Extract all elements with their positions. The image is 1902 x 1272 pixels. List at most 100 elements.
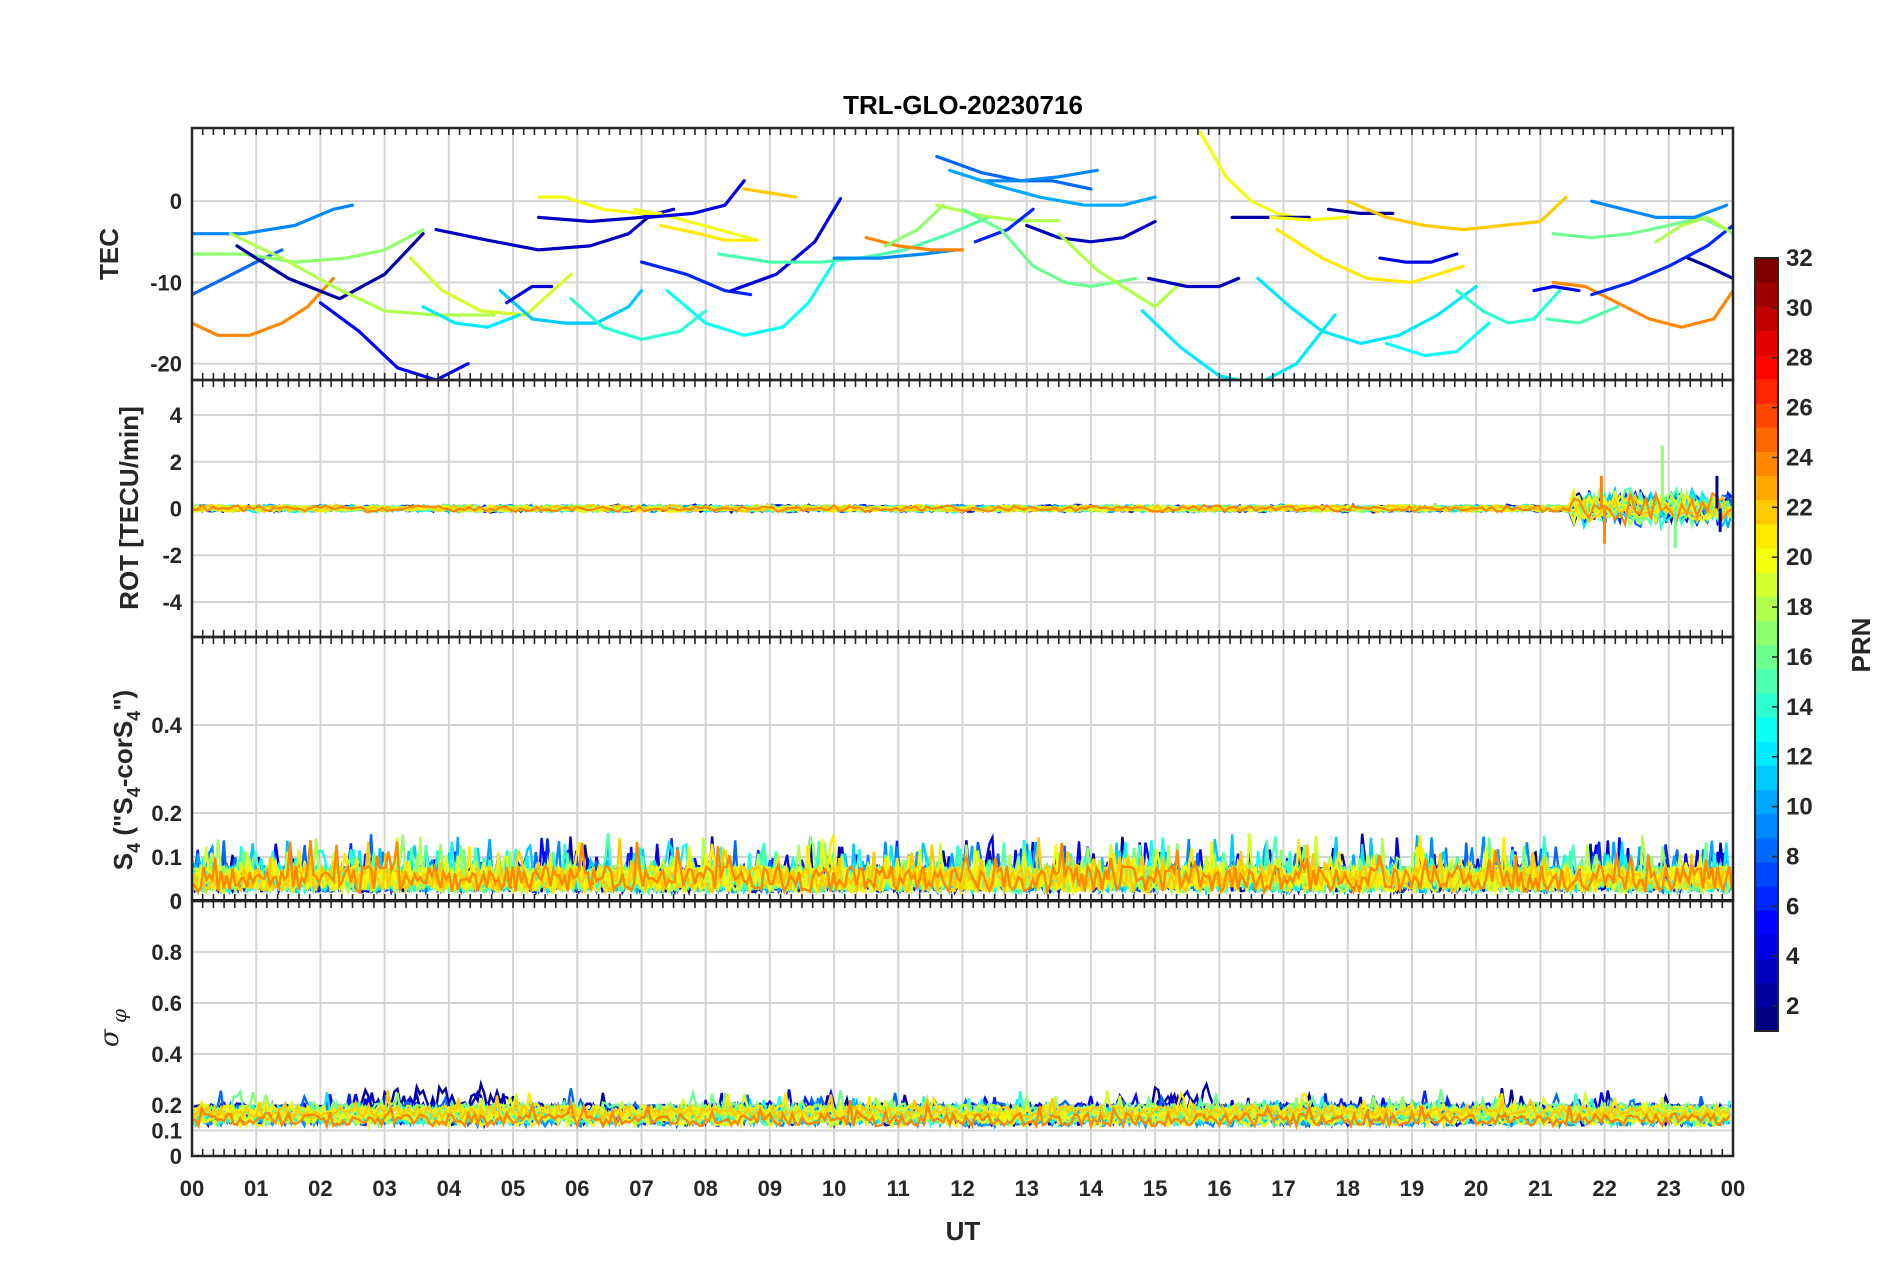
colorbar-segment — [1755, 692, 1778, 718]
colorbar-segment — [1755, 475, 1778, 501]
colorbar-segment — [1755, 282, 1778, 307]
tec-line-prn-4 — [1378, 252, 1459, 264]
colorbar-tick-label: 32 — [1786, 245, 1813, 272]
x-tick-label: 12 — [950, 1176, 974, 1201]
x-tick-label: 00 — [180, 1176, 204, 1201]
x-tick-label: 20 — [1464, 1176, 1488, 1201]
x-axis-label: UT — [946, 1216, 981, 1246]
s4-line-prn-22 — [192, 837, 1733, 897]
panels: -20-100-4-2024000.10.20.400.10.20.40.60.… — [94, 126, 1735, 1169]
panel-rot: -4 -2 0 2 4 — [162, 378, 1735, 639]
tec-line-prn-18 — [1057, 232, 1183, 309]
tec-line-prn-2 — [1686, 256, 1733, 280]
x-tick-label: 21 — [1528, 1176, 1552, 1201]
tec-line-prn-16 — [960, 207, 1138, 289]
y-tick-label: -4 — [162, 590, 182, 615]
colorbar-tick-label: 22 — [1786, 494, 1813, 521]
tec-line-prn-3 — [434, 215, 650, 252]
tec-line-prn-14 — [569, 297, 708, 341]
colorbar-segment — [1755, 861, 1778, 887]
y-tick-label: 0.4 — [151, 713, 182, 738]
panel-s4: 000.10.20.4 — [151, 635, 1735, 914]
tec-line-prn-4 — [729, 197, 843, 293]
tec-line-prn-12 — [421, 305, 522, 329]
tec-line-prn-15 — [1545, 305, 1620, 325]
colorbar-tick-label: 10 — [1786, 794, 1813, 821]
x-tick-label: 18 — [1336, 1176, 1360, 1201]
x-tick-label: 00 — [1721, 1176, 1745, 1201]
y-tick-label: -10 — [150, 270, 182, 295]
tec-line-prn-13 — [1384, 321, 1491, 358]
y-label-sigma-phi: σ φ — [95, 1009, 131, 1047]
tec-line-prn-15 — [716, 215, 990, 264]
x-tick-label: 05 — [501, 1176, 525, 1201]
y-tick-label: -2 — [162, 543, 182, 568]
colorbar-segment — [1755, 596, 1778, 621]
colorbar-segment — [1755, 499, 1778, 525]
colorbar-segment — [1755, 378, 1778, 404]
x-tick-label: 04 — [437, 1176, 462, 1201]
data-sigma_phi — [192, 1079, 1731, 1131]
data-rot — [192, 445, 1733, 549]
colorbar-segment — [1755, 523, 1778, 549]
colorbar-segment — [1755, 572, 1778, 597]
tec-line-prn-9 — [1590, 199, 1729, 219]
tec-line-prn-18 — [1654, 215, 1733, 244]
y-tick-label: 0 — [170, 889, 182, 914]
y-tick-label: 0.2 — [151, 801, 182, 826]
tec-line-prn-21 — [659, 223, 759, 242]
data-tec — [192, 130, 1733, 380]
y-tick-label: 0 — [170, 889, 182, 914]
tec-line-prn-22 — [742, 187, 798, 199]
tec-line-prn-24 — [192, 276, 335, 337]
axes-frame-sigma_phi — [190, 899, 1735, 1158]
panel-sigma_phi: 00.10.2 0.4 0.6 0.8 — [151, 899, 1735, 1169]
colorbar-tick-label: 8 — [1786, 843, 1799, 870]
x-tick-label: 17 — [1271, 1176, 1295, 1201]
tec-line-prn-4 — [505, 284, 554, 305]
colorbar-segment — [1755, 620, 1778, 646]
x-tick-label: 06 — [565, 1176, 589, 1201]
chart-title: TRL-GLO-20230716 — [843, 90, 1083, 120]
s4-line-prn-24 — [192, 840, 1733, 897]
y-tick-label: -20 — [150, 352, 182, 377]
colorbar-segment — [1755, 958, 1778, 984]
x-tick-label: 23 — [1657, 1176, 1681, 1201]
tec-line-prn-2 — [235, 232, 425, 301]
panel-tec: -20 -10 0 — [150, 126, 1735, 382]
tec-line-prn-9 — [832, 248, 958, 260]
y-tick-label: 0.8 — [151, 940, 182, 965]
colorbar-frame — [1754, 257, 1779, 1032]
y-tick-label: 4 — [170, 403, 183, 428]
colorbar-tick-label: 12 — [1786, 744, 1813, 771]
tec-line-prn-20 — [1269, 215, 1350, 222]
colorbar-segment — [1755, 837, 1778, 863]
tec-line-prn-9 — [980, 168, 1099, 183]
colorbar-tick-label: 14 — [1786, 694, 1813, 721]
tec-line-prn-24 — [864, 236, 965, 252]
colorbar-tick-label: 16 — [1786, 644, 1813, 671]
colorbar-tick-label: 26 — [1786, 395, 1813, 422]
colorbar-tick-label: 4 — [1786, 943, 1800, 970]
y-label-tec: TEC — [94, 228, 124, 280]
y-label-s4: S4 ("S4-corS4") — [108, 690, 144, 870]
x-tick-label: 02 — [308, 1176, 332, 1201]
tec-line-prn-6 — [639, 260, 753, 297]
tec-line-prn-6 — [973, 207, 1035, 244]
tec-line-prn-22 — [1346, 195, 1568, 232]
colorbar-segment — [1755, 354, 1778, 380]
tec-line-prn-6 — [1590, 223, 1733, 297]
tec-line-prn-20 — [633, 207, 759, 242]
colorbar-segment — [1755, 258, 1778, 283]
colorbar-segment — [1755, 427, 1778, 452]
y-tick-label: 0.6 — [151, 991, 182, 1016]
tec-line-prn-9 — [192, 203, 355, 236]
colorbar-tick-label: 20 — [1786, 544, 1813, 571]
y-tick-label: 0.1 — [151, 845, 182, 870]
sigma-line-prn-24 — [192, 1098, 1731, 1131]
colorbar-segment — [1755, 934, 1778, 960]
y-tick-label: 0.4 — [151, 1042, 182, 1067]
x-tick-label: 15 — [1143, 1176, 1167, 1201]
colorbar-segment — [1755, 716, 1778, 742]
